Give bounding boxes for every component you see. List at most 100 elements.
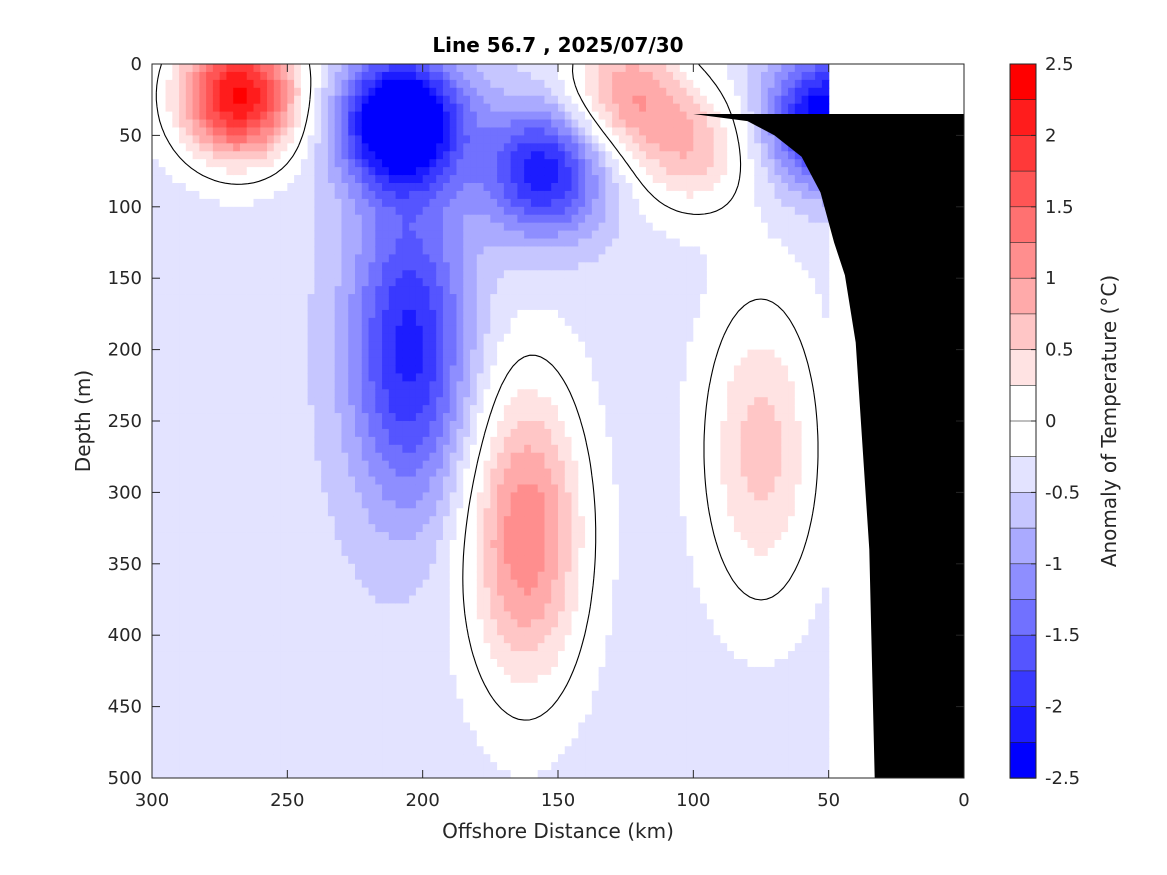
field-cell [152, 71, 160, 81]
field-cell [368, 159, 376, 168]
field-cell [206, 151, 214, 160]
field-cell [233, 547, 241, 557]
field-cell [490, 325, 498, 335]
field-cell [260, 690, 268, 700]
field-cell [348, 682, 356, 692]
field-cell [476, 294, 485, 303]
field-cell [327, 603, 336, 612]
field-cell [226, 706, 234, 716]
field-cell [422, 365, 431, 374]
field-cell [172, 397, 180, 406]
field-cell [449, 460, 458, 470]
field-cell [287, 183, 295, 192]
field-cell [152, 452, 160, 462]
field-cell [375, 421, 383, 430]
field-cell [355, 674, 363, 684]
field-cell [355, 230, 363, 240]
field-cell [442, 95, 451, 105]
field-cell [185, 373, 194, 382]
field-cell [348, 571, 356, 581]
field-cell [361, 183, 370, 192]
field-cell [361, 500, 370, 509]
field-cell [402, 460, 410, 470]
field-cell [158, 222, 167, 232]
field-cell [503, 190, 512, 200]
field-cell [172, 389, 180, 398]
field-cell [348, 508, 356, 517]
field-cell [395, 206, 403, 216]
field-cell [246, 714, 255, 724]
field-cell [165, 151, 173, 160]
field-cell [206, 571, 214, 581]
field-cell [287, 706, 295, 716]
field-cell [152, 508, 160, 517]
field-cell [212, 206, 221, 216]
field-cell [179, 706, 187, 716]
field-cell [497, 508, 505, 517]
field-cell [341, 555, 349, 565]
field-cell [165, 579, 173, 589]
field-cell [321, 460, 329, 470]
field-cell [158, 674, 167, 684]
field-cell [503, 309, 512, 319]
field-cell [429, 428, 437, 438]
field-cell [307, 746, 315, 755]
field-cell [260, 587, 268, 597]
field-cell [436, 341, 444, 351]
field-cell [503, 571, 512, 581]
field-cell [490, 175, 498, 184]
field-cell [395, 619, 403, 628]
field-cell [192, 555, 200, 565]
field-cell [307, 254, 315, 263]
field-cell [246, 254, 255, 263]
field-cell [219, 413, 228, 422]
field-cell [294, 397, 302, 406]
field-cell [273, 175, 282, 184]
field-cell [361, 159, 370, 168]
field-cell [219, 611, 228, 620]
field-cell [300, 365, 309, 374]
field-cell [226, 397, 234, 406]
field-cell [415, 381, 424, 390]
field-cell [409, 619, 417, 628]
field-cell [436, 175, 444, 184]
field-cell [463, 95, 471, 105]
field-cell [152, 444, 160, 454]
field-cell [497, 643, 505, 652]
field-cell [172, 540, 180, 549]
field-cell [206, 349, 214, 359]
field-cell [246, 198, 255, 208]
field-cell [206, 611, 214, 620]
field-cell [341, 436, 349, 446]
field-cell [497, 579, 505, 589]
field-cell [158, 555, 167, 565]
field-cell [490, 270, 498, 279]
field-cell [456, 516, 464, 525]
field-cell [524, 317, 532, 327]
field-cell [503, 103, 512, 113]
field-cell [422, 635, 431, 644]
field-cell [497, 611, 505, 620]
field-cell [422, 762, 431, 771]
field-cell [361, 476, 370, 486]
field-cell [314, 302, 322, 311]
field-cell [463, 317, 471, 327]
field-cell [422, 111, 431, 121]
field-cell [348, 532, 356, 541]
field-cell [267, 238, 275, 248]
field-cell [327, 349, 336, 359]
field-cell [206, 500, 214, 509]
field-cell [280, 698, 288, 708]
field-cell [483, 579, 491, 589]
field-cell [206, 666, 214, 676]
field-cell [226, 579, 234, 589]
field-cell [510, 714, 518, 724]
field-cell [152, 492, 160, 501]
field-cell [382, 643, 390, 652]
field-cell [382, 476, 390, 486]
field-cell [503, 555, 512, 565]
field-cell [517, 460, 525, 470]
field-cell [239, 381, 248, 390]
field-cell [395, 111, 403, 121]
field-cell [300, 159, 309, 168]
